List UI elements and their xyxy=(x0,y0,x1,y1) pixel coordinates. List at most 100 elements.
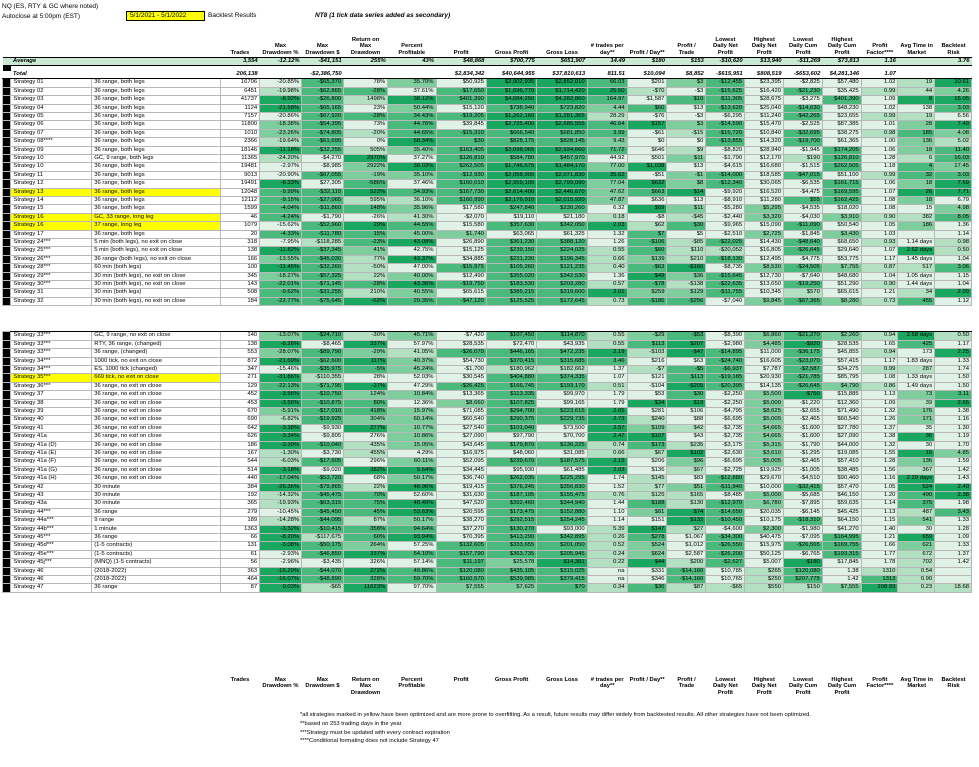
cell[interactable]: -$26,645 xyxy=(783,246,823,256)
cell[interactable]: -$53 xyxy=(666,331,707,341)
cell[interactable]: -$17,605 xyxy=(301,457,345,467)
cell[interactable]: $30 xyxy=(666,390,707,400)
cell[interactable]: $126,810 xyxy=(435,153,487,164)
cell[interactable]: -9.62% xyxy=(259,288,303,298)
cell[interactable]: -14.28% xyxy=(259,516,303,526)
cell[interactable]: 57.14% xyxy=(387,558,437,568)
cell[interactable]: $808,519 xyxy=(744,70,784,80)
cell[interactable]: $43 xyxy=(666,432,707,442)
cell[interactable]: -$2,440 xyxy=(705,212,746,223)
column-header-13[interactable]: Highest Daily Net Profit xyxy=(751,36,777,56)
cell[interactable]: -$53,720 xyxy=(301,474,345,484)
cell[interactable]: 49.86% xyxy=(387,566,437,577)
cell[interactable]: $646 xyxy=(626,145,668,155)
cell[interactable]: -$186 xyxy=(626,296,668,307)
cell[interactable]: -$54,395 xyxy=(301,120,345,130)
cell[interactable]: 48.96% xyxy=(387,482,437,493)
cell[interactable]: -$6,765 xyxy=(783,549,823,560)
cell[interactable]: -$1,600 xyxy=(783,423,823,434)
cell[interactable]: $2,799,090 xyxy=(536,179,588,189)
cell[interactable]: 5.64% xyxy=(387,465,437,476)
cell[interactable]: $666,540 xyxy=(485,128,538,139)
column-header-1[interactable]: Trades xyxy=(230,49,250,56)
strategy-description[interactable]: 36 range, both legs xyxy=(91,187,222,198)
strategy-description[interactable]: 36 range, both legs xyxy=(91,137,222,147)
strategy-name[interactable]: Strategy 37 xyxy=(10,390,93,400)
cell[interactable]: $157,790 xyxy=(435,549,487,560)
cell[interactable]: $16,605 xyxy=(744,356,784,366)
cell[interactable]: 1.15 xyxy=(934,271,972,282)
cell[interactable]: -$5,280 xyxy=(705,204,746,214)
cell[interactable]: 1.02 xyxy=(860,78,899,88)
cell[interactable]: 210% xyxy=(343,288,389,298)
strategy-name[interactable]: Strategy 08**** xyxy=(10,137,93,147)
cell[interactable]: $1,067 xyxy=(666,533,707,543)
cell[interactable]: $88 xyxy=(666,415,707,425)
strategy-name[interactable]: Strategy 02 xyxy=(10,86,93,97)
cell[interactable]: 2.47 xyxy=(586,432,628,442)
cell[interactable]: -3.38% xyxy=(259,423,303,434)
cell[interactable]: 1.16 xyxy=(860,474,899,484)
cell[interactable]: $262,505 xyxy=(821,162,862,172)
cell[interactable]: -21.58% xyxy=(259,103,303,113)
strategy-description[interactable]: 36 range xyxy=(91,583,222,593)
cell[interactable]: 1.32 xyxy=(586,229,628,240)
cell[interactable]: 1.74 xyxy=(934,364,972,375)
cell[interactable]: $292,515 xyxy=(485,516,538,526)
cell[interactable]: $12,490 xyxy=(435,271,487,282)
column-header-bottom-4[interactable]: Return on Max Drawdown xyxy=(350,677,381,696)
strategy-name[interactable]: Strategy 35*** xyxy=(10,373,93,383)
cell[interactable]: -$21,270 xyxy=(783,331,823,341)
cell[interactable]: $34 xyxy=(626,398,668,408)
cell[interactable]: $290,375 xyxy=(485,415,538,425)
cell[interactable]: $10,765 xyxy=(705,575,746,585)
cell[interactable]: 464 xyxy=(220,575,261,585)
cell[interactable]: $180 xyxy=(627,56,667,67)
cell[interactable]: 37.61% xyxy=(387,86,437,97)
cell[interactable]: 66.03 xyxy=(586,78,628,88)
cell[interactable]: -$205 xyxy=(666,381,707,392)
cell[interactable]: $19,415 xyxy=(435,482,487,493)
cell[interactable]: 39 xyxy=(897,398,936,408)
cell[interactable]: $164,995 xyxy=(821,533,862,543)
cell[interactable]: 1.09 xyxy=(860,95,899,105)
cell[interactable]: $210 xyxy=(666,254,707,265)
cell[interactable]: 0.55 xyxy=(586,331,628,341)
cell[interactable]: 35.10% xyxy=(387,170,437,181)
cell[interactable]: 1.12 xyxy=(934,296,972,307)
strategy-description[interactable]: 36 range, both legs xyxy=(91,86,222,97)
cell[interactable]: 1.03 xyxy=(860,229,899,240)
column-header-bottom-9[interactable]: # trades per day** xyxy=(590,677,624,690)
strategy-name[interactable]: Strategy 43a xyxy=(10,499,93,509)
cell[interactable]: $10,785 xyxy=(705,566,746,577)
cell[interactable]: -$5,685 xyxy=(783,490,823,501)
cell[interactable]: 1.33 xyxy=(934,541,972,551)
cell[interactable]: $205,945 xyxy=(536,549,588,560)
column-header-2[interactable]: Max Drawdown % xyxy=(262,43,299,56)
cell[interactable]: $13,650 xyxy=(744,280,784,290)
cell[interactable]: $7,555 xyxy=(821,583,862,593)
cell[interactable]: $331 xyxy=(626,566,668,577)
cell[interactable]: $8,280 xyxy=(821,296,862,307)
cell[interactable]: -9.15% xyxy=(259,195,303,206)
cell[interactable]: $52,095 xyxy=(435,457,487,467)
cell[interactable]: 642 xyxy=(220,423,261,434)
strategy-description[interactable]: 37 range, long leg xyxy=(91,221,222,231)
cell[interactable]: -$42,265 xyxy=(783,111,823,122)
cell[interactable]: -$6,535 xyxy=(783,179,823,189)
strategy-name[interactable]: Strategy 45j*** xyxy=(10,558,93,568)
cell[interactable]: $6,780 xyxy=(744,499,784,509)
cell[interactable]: -$65 xyxy=(301,583,345,593)
cell[interactable]: $413,290 xyxy=(485,533,538,543)
cell[interactable]: $93,000 xyxy=(536,524,588,535)
cell[interactable]: -$1,295 xyxy=(783,448,823,459)
cell[interactable]: $570 xyxy=(783,288,823,298)
cell[interactable]: -20% xyxy=(343,128,389,139)
cell[interactable]: $315,685 xyxy=(536,356,588,366)
cell[interactable]: $132,605 xyxy=(435,541,487,551)
cell[interactable]: $14,135 xyxy=(744,381,784,392)
cell[interactable]: -$19,700 xyxy=(783,137,823,147)
cell[interactable]: 80% xyxy=(343,398,389,408)
cell[interactable]: $15,885 xyxy=(821,390,862,400)
cell[interactable]: 1363 xyxy=(220,524,261,535)
